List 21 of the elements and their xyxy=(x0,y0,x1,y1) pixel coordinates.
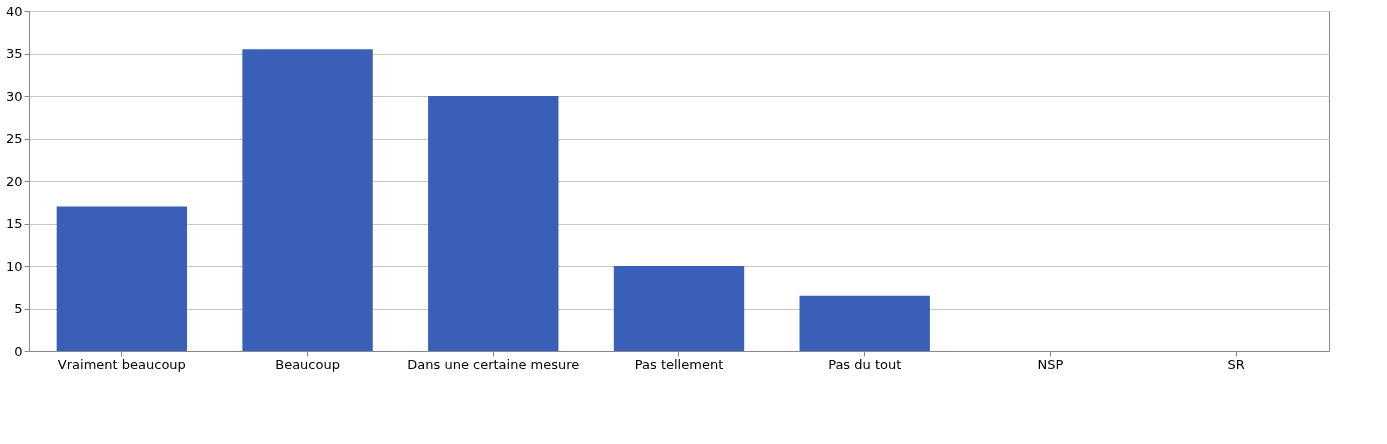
y-tick-label: 5 xyxy=(14,301,23,316)
x-tick-label: Dans une certaine mesure xyxy=(407,356,580,372)
bar xyxy=(56,206,188,351)
x-tick-label: Vraiment beaucoup xyxy=(57,356,186,372)
y-tick-label: 40 xyxy=(5,3,23,19)
bar xyxy=(613,266,745,351)
y-tick-label: 25 xyxy=(5,131,23,146)
x-tick-label: Beaucoup xyxy=(275,356,340,372)
y-tick-label: 0 xyxy=(14,343,23,359)
bar xyxy=(242,49,373,351)
y-tick-label: 10 xyxy=(5,258,23,274)
y-tick-label: 15 xyxy=(5,216,23,231)
y-tick-label: 35 xyxy=(5,46,23,61)
x-tick-label: Pas du tout xyxy=(828,356,902,372)
x-tick-label: NSP xyxy=(1037,356,1064,372)
y-tick-label: 20 xyxy=(5,173,23,189)
y-tick-label: 30 xyxy=(5,88,23,104)
bar xyxy=(428,96,559,351)
x-tick-label: SR xyxy=(1227,356,1245,372)
bar xyxy=(799,295,930,351)
x-tick-label: Pas tellement xyxy=(634,356,724,372)
